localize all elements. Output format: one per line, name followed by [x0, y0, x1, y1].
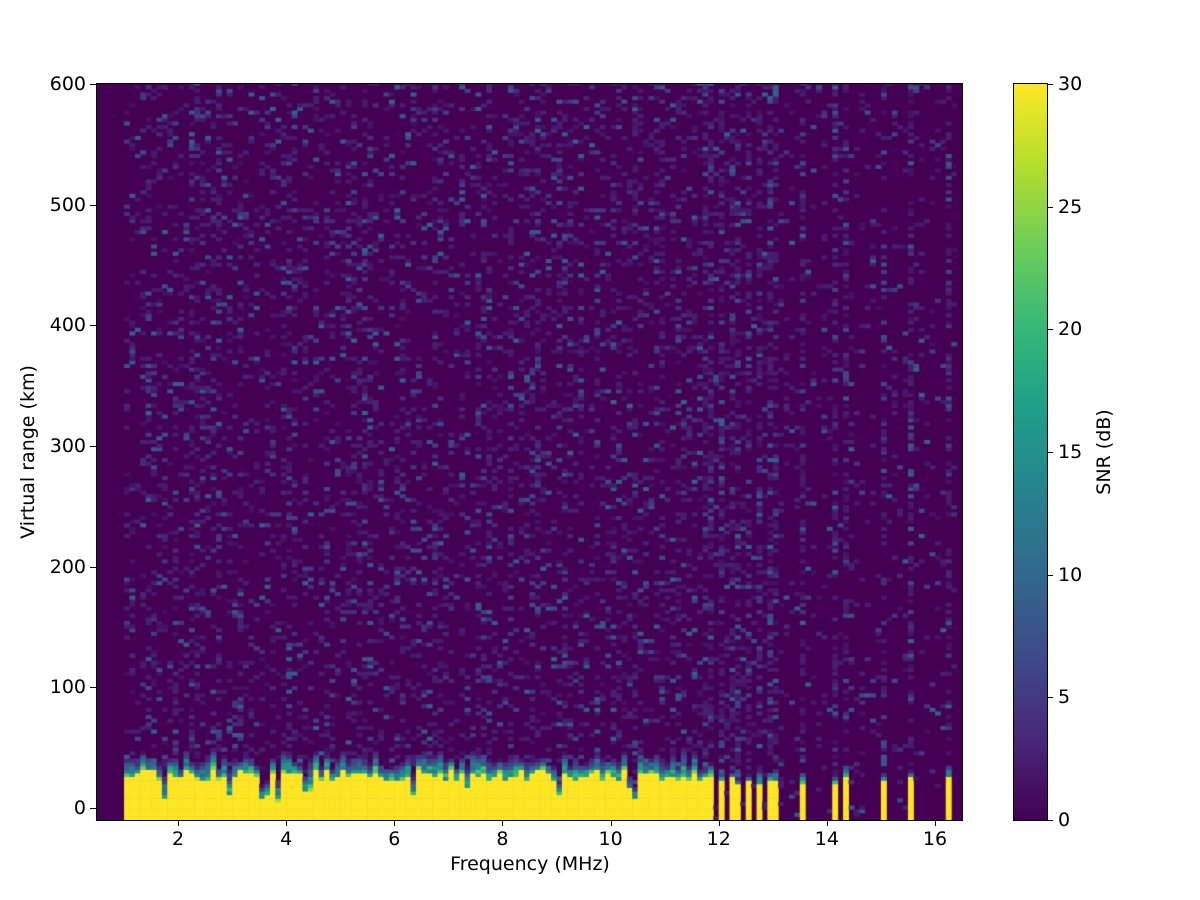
- colorbar-tick-mark: [1047, 574, 1053, 576]
- colorbar-tick-label: 20: [1058, 318, 1083, 341]
- colorbar-tick-mark: [1047, 84, 1053, 85]
- colorbar-tick-mark: [1047, 452, 1053, 453]
- y-tick-mark: [90, 325, 97, 327]
- x-tick-mark: [502, 820, 504, 826]
- x-tick-label: 12: [706, 828, 731, 850]
- x-tick-label: 14: [814, 828, 839, 850]
- x-tick-mark: [610, 820, 612, 826]
- y-tick-mark: [90, 566, 97, 568]
- x-tick-mark: [934, 820, 936, 826]
- x-axis-label: Frequency (MHz): [450, 853, 610, 875]
- colorbar-tick-label: 5: [1058, 686, 1071, 709]
- colorbar-tick-mark: [1047, 329, 1053, 331]
- x-tick-mark: [826, 820, 828, 826]
- x-tick-label: 6: [388, 828, 401, 850]
- y-tick-mark: [90, 84, 97, 85]
- y-tick-mark: [90, 204, 97, 206]
- y-axis-label: Virtual range (km): [17, 365, 39, 539]
- colorbar: [1013, 83, 1048, 821]
- y-tick-label: 400: [49, 314, 86, 337]
- colorbar-tick-label: 10: [1058, 563, 1083, 586]
- y-tick-label: 300: [49, 434, 86, 457]
- colorbar-tick-mark: [1047, 820, 1053, 821]
- x-tick-label: 10: [598, 828, 623, 850]
- colorbar-tick-mark: [1047, 206, 1053, 208]
- colorbar-tick-label: 0: [1058, 809, 1071, 831]
- x-tick-mark: [286, 820, 288, 826]
- plot-area: [96, 83, 963, 821]
- y-tick-label: 600: [49, 73, 86, 95]
- colorbar-label: SNR (dB): [1093, 409, 1115, 495]
- y-tick-label: 100: [49, 676, 86, 699]
- y-tick-label: 0: [73, 796, 86, 819]
- x-tick-mark: [178, 820, 180, 826]
- y-tick-label: 500: [49, 193, 86, 216]
- x-tick-label: 4: [280, 828, 293, 850]
- colorbar-tick-label: 25: [1058, 195, 1083, 218]
- y-tick-mark: [90, 687, 97, 689]
- colorbar-tick-label: 30: [1058, 73, 1083, 95]
- y-tick-mark: [90, 807, 97, 809]
- colorbar-tick-mark: [1047, 697, 1053, 699]
- colorbar-tick-label: 15: [1058, 441, 1083, 463]
- x-tick-label: 2: [172, 828, 185, 850]
- x-tick-mark: [718, 820, 720, 826]
- x-tick-label: 16: [922, 828, 948, 850]
- y-tick-mark: [90, 445, 97, 447]
- ionogram-heatmap: [97, 84, 962, 820]
- y-tick-label: 200: [49, 555, 86, 578]
- x-tick-label: 8: [496, 828, 509, 850]
- x-tick-mark: [394, 820, 396, 826]
